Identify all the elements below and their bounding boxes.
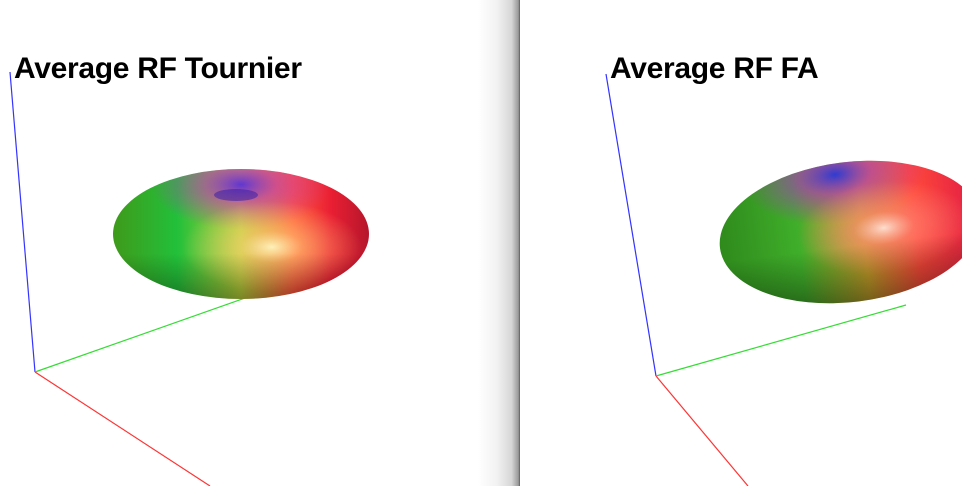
panel-title: Average RF Tournier: [14, 52, 302, 85]
z-axis-line: [9, 71, 36, 373]
panel-title: Average RF FA: [610, 52, 819, 85]
response-function-glyph: [719, 160, 962, 304]
scene-fa: [605, 73, 962, 486]
panel-divider[interactable]: [478, 0, 520, 486]
response-function-glyph: [113, 169, 369, 299]
x-axis-line: [34, 371, 211, 486]
y-axis-line: [655, 304, 907, 377]
scene-tournier: [9, 71, 369, 486]
z-axis-line: [605, 73, 657, 377]
render-viewport-fa[interactable]: Average RF FA: [520, 0, 962, 486]
x-axis-line: [655, 375, 749, 486]
y-axis-line: [34, 291, 263, 373]
render-viewport-tournier[interactable]: Average RF Tournier: [0, 0, 478, 486]
